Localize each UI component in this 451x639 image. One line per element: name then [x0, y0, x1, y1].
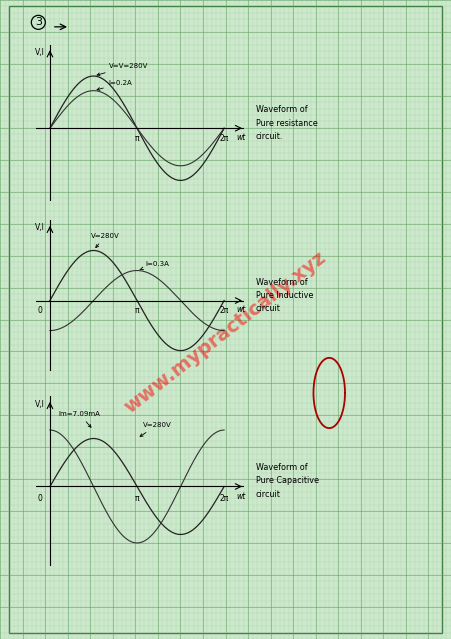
Text: www.mypractically.xyz: www.mypractically.xyz [121, 248, 330, 417]
Text: 3: 3 [35, 17, 42, 27]
Text: I=0.3A: I=0.3A [140, 261, 169, 270]
Text: wt: wt [236, 492, 245, 501]
Text: I=0.2A: I=0.2A [97, 81, 133, 90]
Text: Waveform of
Pure Capacitive
circuit: Waveform of Pure Capacitive circuit [256, 463, 319, 498]
Text: wt: wt [236, 305, 245, 314]
Text: 0: 0 [38, 493, 43, 503]
Text: 2π: 2π [220, 306, 229, 315]
Text: π: π [135, 306, 139, 315]
Text: 2π: 2π [220, 493, 229, 503]
Text: Waveform of
Pure Inductive
circuit: Waveform of Pure Inductive circuit [256, 278, 313, 313]
Text: V,I: V,I [34, 401, 44, 410]
Text: wt: wt [236, 133, 245, 142]
Text: V=V=280V: V=V=280V [97, 63, 148, 75]
Text: V,I: V,I [34, 48, 44, 57]
Text: Im=7.09mA: Im=7.09mA [58, 411, 100, 427]
Text: V,I: V,I [34, 224, 44, 233]
Text: V=280V: V=280V [91, 233, 120, 247]
Text: 0: 0 [38, 306, 43, 315]
Text: V=280V: V=280V [140, 422, 171, 436]
Text: π: π [135, 493, 139, 503]
Text: Waveform of
Pure resistance
circuit.: Waveform of Pure resistance circuit. [256, 105, 318, 141]
Text: 2π: 2π [220, 134, 229, 143]
Text: π: π [135, 134, 139, 143]
